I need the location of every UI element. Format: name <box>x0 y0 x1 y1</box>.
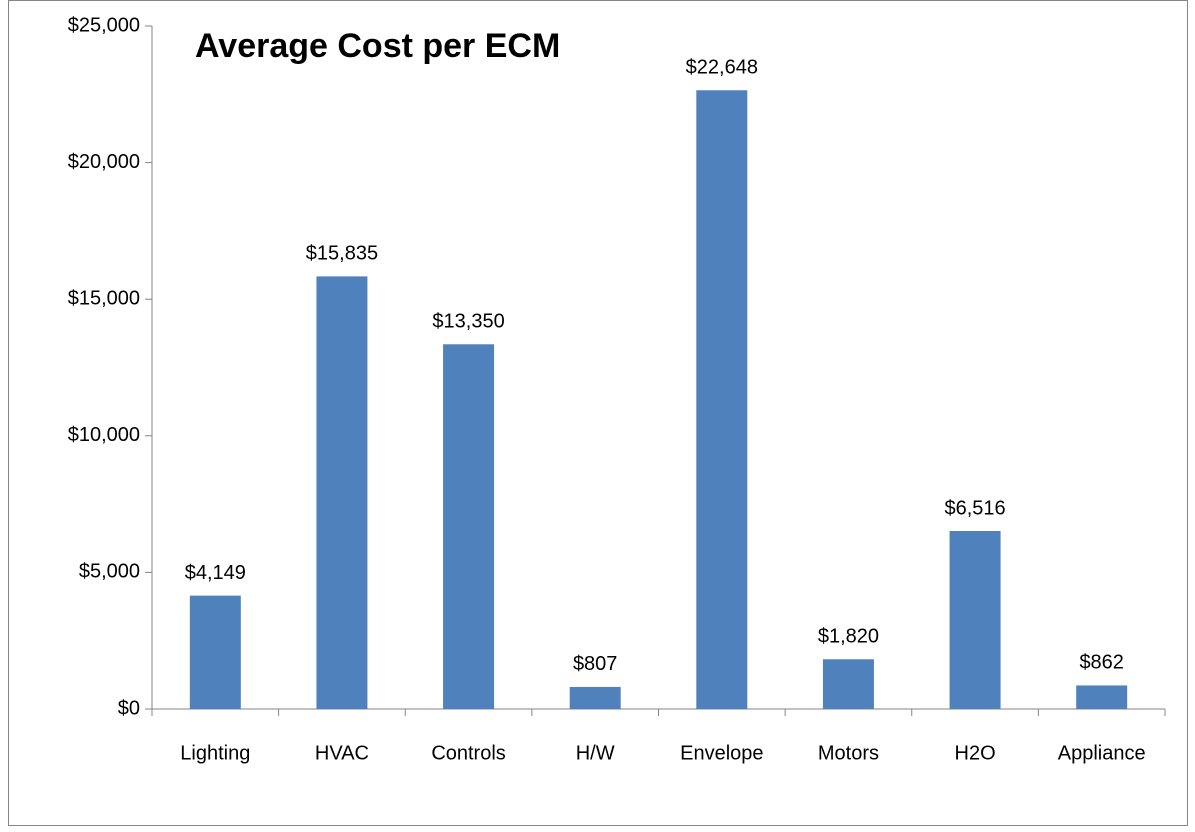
x-tick-label: HVAC <box>315 742 369 764</box>
data-label: $6,516 <box>944 497 1005 519</box>
bar <box>1076 685 1128 709</box>
bar <box>949 530 1001 709</box>
y-tick-label: $0 <box>118 697 140 719</box>
x-tick-label: Controls <box>431 742 505 764</box>
bar <box>189 595 241 709</box>
bar <box>569 686 621 709</box>
x-tick-label: Lighting <box>180 742 250 764</box>
y-tick-label: $5,000 <box>79 561 140 583</box>
data-label: $4,149 <box>185 562 246 584</box>
bar <box>316 276 368 709</box>
chart-title: Average Cost per ECM <box>195 27 560 65</box>
bar <box>822 659 874 709</box>
bar <box>443 344 495 709</box>
x-tick-label: Appliance <box>1058 742 1146 764</box>
y-tick-label: $15,000 <box>68 287 140 309</box>
bar <box>696 90 748 709</box>
data-label: $1,820 <box>818 626 879 648</box>
x-tick-label: H/W <box>576 742 615 764</box>
data-label: $807 <box>573 653 618 675</box>
y-tick-label: $25,000 <box>68 14 140 36</box>
y-tick-label: $10,000 <box>68 424 140 446</box>
data-label: $862 <box>1079 652 1124 674</box>
x-tick-label: Motors <box>818 742 879 764</box>
data-label: $15,835 <box>306 243 378 265</box>
x-tick-label: Envelope <box>680 742 763 764</box>
data-label: $22,648 <box>686 57 758 79</box>
data-label: $13,350 <box>432 311 504 333</box>
y-tick-label: $20,000 <box>68 151 140 173</box>
x-tick-label: H2O <box>955 742 996 764</box>
